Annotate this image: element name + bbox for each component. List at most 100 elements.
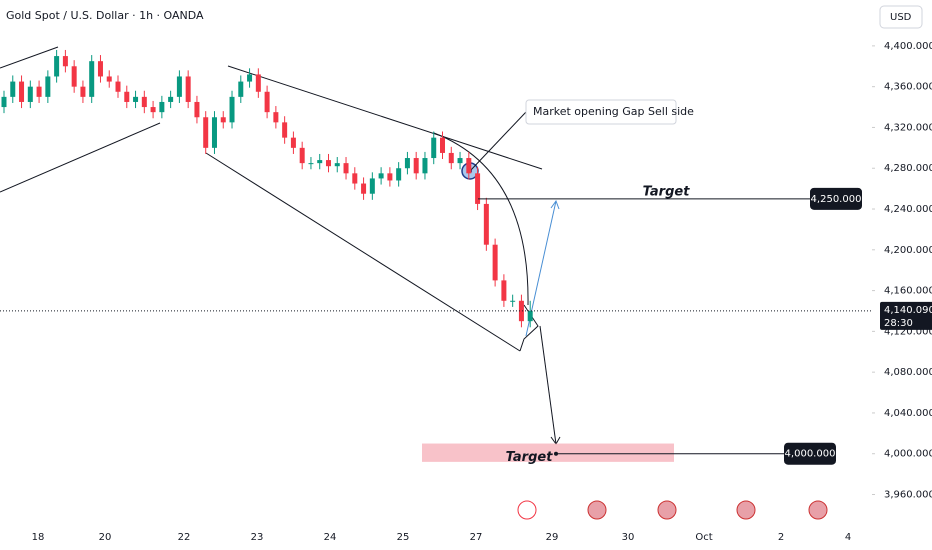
candle-body	[1, 96, 7, 108]
target-dot	[554, 451, 558, 456]
x-tick-label: 18	[32, 532, 45, 543]
candle-body	[396, 168, 402, 181]
candle-body	[352, 173, 358, 184]
candle-body	[466, 158, 472, 174]
candle-body	[211, 117, 217, 148]
candle-body	[115, 81, 121, 92]
candle-body	[317, 160, 323, 164]
candle-body	[45, 76, 51, 97]
x-tick-label: 27	[470, 532, 483, 543]
candle-body	[124, 91, 130, 102]
y-tick-label: 4,400.000	[884, 41, 932, 52]
candle-body	[194, 101, 200, 118]
x-tick-label: Oct	[695, 532, 712, 543]
candle-body	[141, 96, 147, 108]
callout-text: Market opening Gap Sell side	[533, 105, 694, 118]
candle-body	[448, 152, 454, 164]
candle-body	[475, 173, 481, 204]
candle-body	[334, 163, 340, 167]
x-tick-label: 30	[622, 532, 635, 543]
callout-box	[525, 99, 677, 125]
candle-body	[290, 137, 296, 148]
y-tick-label: 3,960.000	[884, 490, 932, 501]
candle-body	[518, 300, 524, 322]
candle-body	[19, 81, 25, 102]
candle-body	[483, 203, 489, 245]
target-zone	[422, 443, 674, 462]
candle-body	[299, 147, 305, 164]
y-tick-label: 4,120.000	[884, 326, 932, 337]
target-price-label: 4,000.000	[785, 449, 836, 460]
candle-body	[36, 86, 42, 97]
candle-body	[203, 117, 209, 148]
y-tick-label: 4,080.000	[884, 367, 932, 378]
y-tick-label: 4,320.000	[884, 122, 932, 133]
candle-body	[238, 81, 244, 97]
y-tick-label: 4,040.000	[884, 408, 932, 419]
x-tick-label: 20	[99, 532, 112, 543]
y-tick-label: 4,360.000	[884, 82, 932, 93]
candle-body	[457, 158, 463, 164]
candle-body	[308, 163, 314, 165]
y-tick-label: 4,200.000	[884, 245, 932, 256]
x-tick-label: 29	[546, 532, 559, 543]
candle-body	[343, 163, 349, 174]
candle-body	[440, 137, 445, 153]
candle-body	[159, 101, 165, 113]
x-tick-label: 4	[845, 532, 851, 543]
last-price-box	[880, 301, 932, 330]
target-price-label: 4,250.000	[811, 194, 862, 205]
x-tick-label: 25	[397, 532, 410, 543]
candle-body	[220, 117, 226, 123]
candle-body	[431, 137, 437, 159]
target-text: Target	[643, 184, 691, 199]
candle-body	[27, 86, 33, 102]
last-price-label: 4,140.090	[884, 305, 932, 316]
candle-body	[89, 61, 95, 97]
y-tick-label: 4,240.000	[884, 204, 932, 215]
candle-body	[264, 91, 270, 113]
target-text: Target	[506, 450, 554, 465]
candle-body	[80, 86, 86, 97]
candle-body	[106, 76, 112, 82]
y-tick-label: 4,280.000	[884, 163, 932, 174]
candle-body	[97, 61, 103, 77]
candle-body	[527, 310, 533, 322]
candle-body	[71, 66, 77, 87]
currency: USD	[890, 12, 912, 23]
x-tick-label: 24	[324, 532, 337, 543]
candle-body	[387, 173, 393, 181]
candle-body	[10, 81, 16, 97]
target-price-box	[784, 442, 836, 465]
candle-body	[378, 173, 384, 179]
candle-body	[273, 112, 279, 123]
chart-title: Gold Spot / U.S. Dollar · 1h · OANDA	[6, 9, 204, 22]
currency-box[interactable]	[879, 5, 923, 29]
x-tick-label: 23	[251, 532, 264, 543]
candle-body	[54, 56, 60, 77]
candle-body	[501, 280, 507, 301]
candle-body	[168, 96, 174, 102]
candle-body	[282, 122, 288, 138]
callout-line	[469, 111, 527, 172]
candle-body	[62, 56, 68, 67]
target-price-box	[810, 187, 862, 210]
candle-body	[150, 107, 156, 113]
candle-body	[229, 96, 235, 123]
y-tick-label: 4,160.000	[884, 286, 932, 297]
candle-body	[325, 160, 331, 167]
x-tick-label: 2	[778, 532, 784, 543]
candle-body	[510, 300, 516, 302]
candle-body	[176, 76, 182, 97]
countdown: 28:30	[884, 318, 913, 329]
candle-body	[404, 158, 410, 169]
candle-body	[255, 74, 261, 92]
candle-body	[185, 76, 191, 102]
events	[517, 500, 828, 520]
candle-body	[361, 183, 367, 194]
candle-body	[413, 158, 419, 174]
x-tick-label: 22	[178, 532, 191, 543]
candle-body	[369, 178, 375, 194]
